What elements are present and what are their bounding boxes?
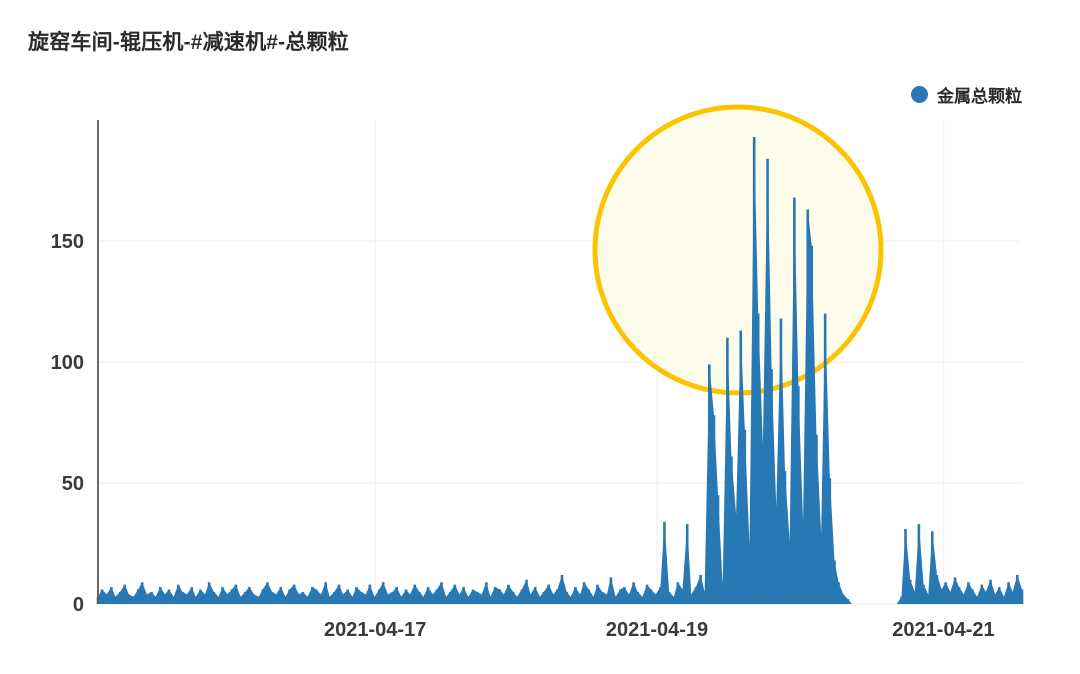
annotation-highlight <box>592 104 884 396</box>
y-tick-label: 50 <box>62 473 84 495</box>
gridlines-group <box>98 120 1022 605</box>
y-tick-labels: 0 50 100 150 <box>51 231 84 616</box>
y-tick-label: 150 <box>51 231 84 253</box>
chart-legend: 金属总颗粒 <box>911 82 1022 107</box>
legend-item-label: 金属总颗粒 <box>937 87 1022 106</box>
circle-marker-icon <box>911 86 928 103</box>
series-area-metal-particles <box>98 136 1022 604</box>
x-tick-label: 2021-04-19 <box>606 619 708 641</box>
x-tick-label: 2021-04-17 <box>324 619 426 641</box>
series-group <box>96 136 1024 604</box>
x-tick-labels: 2021-04-17 2021-04-19 2021-04-21 <box>324 619 995 641</box>
y-tick-label: 100 <box>51 352 84 374</box>
y-tick-label: 0 <box>73 594 84 616</box>
x-tick-label: 2021-04-21 <box>892 619 994 641</box>
page-title: 旋窑车间-辊压机-#减速机#-总颗粒 <box>28 31 349 54</box>
anomaly-highlight-circle <box>592 104 884 396</box>
